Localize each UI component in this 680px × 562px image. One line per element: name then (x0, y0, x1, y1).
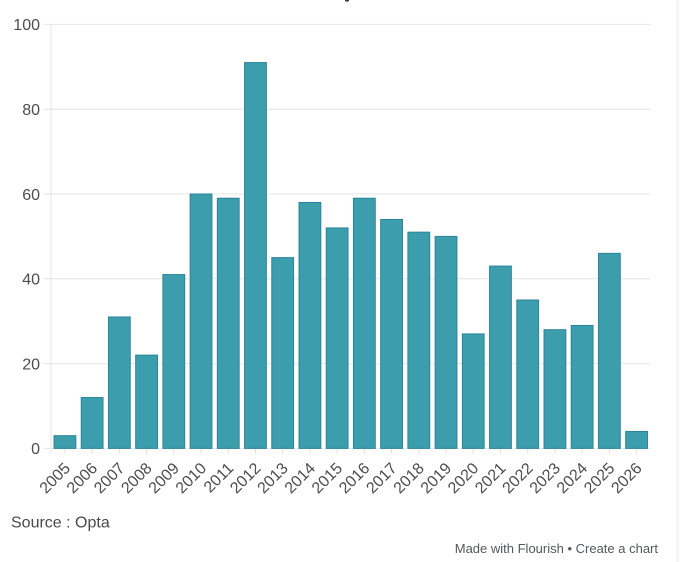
svg-text:100: 100 (13, 17, 40, 34)
svg-text:80: 80 (22, 102, 40, 119)
svg-text:20: 20 (22, 356, 40, 373)
svg-text:Source : Opta: Source : Opta (11, 515, 110, 532)
svg-text:60: 60 (22, 187, 40, 204)
svg-text:0: 0 (31, 441, 40, 458)
svg-text:40: 40 (22, 272, 40, 289)
svg-text:Made with Flourish • Create a: Made with Flourish • Create a chart (455, 541, 659, 556)
